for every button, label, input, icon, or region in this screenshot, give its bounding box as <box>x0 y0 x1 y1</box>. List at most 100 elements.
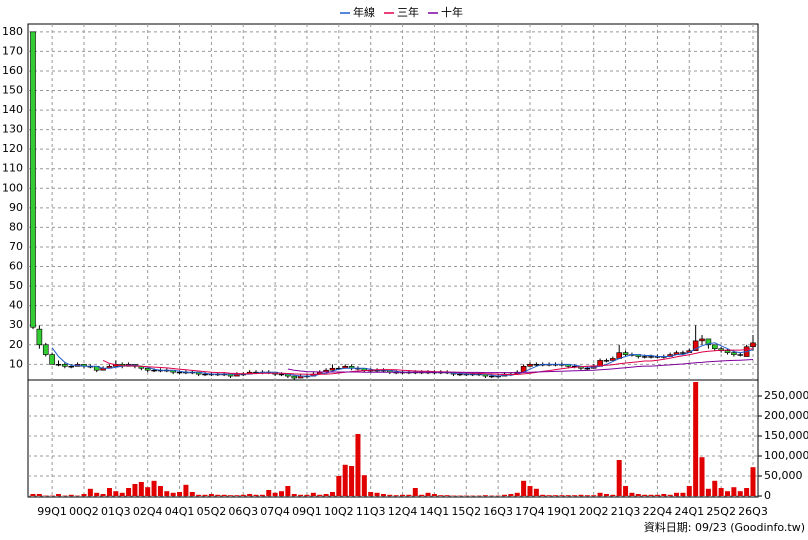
candle-body <box>750 342 756 348</box>
x-tick-label: 22Q4 <box>643 505 673 518</box>
candle-body <box>699 338 705 342</box>
volume-bar <box>228 495 234 496</box>
volume-bar <box>355 434 361 496</box>
volume-bar <box>349 466 355 496</box>
candle-body <box>144 367 151 371</box>
volume-bar <box>527 486 533 496</box>
ma-line <box>287 359 754 374</box>
x-tick-label: 07Q4 <box>260 505 290 518</box>
volume-bar <box>686 486 692 496</box>
candle-body <box>737 354 744 356</box>
volume-bar <box>177 492 183 496</box>
candle-body <box>62 364 68 367</box>
volume-bar <box>215 494 221 496</box>
volume-bar <box>750 467 756 496</box>
volume-bar <box>126 488 132 496</box>
y-tick-label: 70 <box>9 240 23 253</box>
volume-bar <box>559 495 565 496</box>
volume-bar <box>623 486 629 496</box>
volume-bar <box>100 494 106 496</box>
candle-body <box>533 364 540 366</box>
x-tick-label: 05Q2 <box>197 505 227 518</box>
volume-bar <box>68 494 74 496</box>
volume-bar <box>654 494 660 496</box>
candle-body <box>705 338 712 346</box>
candle-body <box>202 373 208 376</box>
volume-bar <box>731 487 737 496</box>
y2-tick-label: 0 <box>764 489 771 502</box>
candle-body <box>711 344 718 350</box>
volume-bar <box>145 487 151 496</box>
y-tick-label: 150 <box>2 84 23 97</box>
y-tick-label: 20 <box>9 338 23 351</box>
volume-bar <box>361 475 367 496</box>
y-tick-label: 50 <box>9 279 23 292</box>
volume-bar <box>310 492 316 496</box>
x-tick-label: 25Q2 <box>706 505 736 518</box>
volume-bar <box>629 492 635 496</box>
volume-bar <box>266 490 272 496</box>
y2-tick-label: 250,000 <box>764 389 808 402</box>
x-tick-label: 14Q1 <box>420 505 450 518</box>
volume-bar <box>393 495 399 496</box>
y-tick-label: 80 <box>9 220 23 233</box>
volume-bar <box>196 494 202 496</box>
volume-bar <box>680 492 686 496</box>
volume-bar <box>36 494 42 496</box>
legend-label: 十年 <box>441 5 463 19</box>
x-tick-label: 26Q3 <box>738 505 768 518</box>
x-tick-label: 06Q3 <box>228 505 258 518</box>
volume-bar <box>699 457 705 496</box>
candle-body <box>610 358 616 361</box>
x-tick-label: 12Q4 <box>388 505 418 518</box>
volume-bar <box>189 492 195 496</box>
volume-bar <box>725 491 731 496</box>
volume-bar <box>240 494 246 496</box>
plot-frame <box>27 23 759 498</box>
volume-bar <box>572 495 578 496</box>
x-tick-label: 15Q2 <box>451 505 481 518</box>
candle-body <box>692 340 699 351</box>
y-tick-label: 60 <box>9 260 23 273</box>
volume-bar <box>744 488 750 496</box>
volume-bar <box>368 492 374 496</box>
volume-bar <box>221 494 227 496</box>
volume-bar <box>374 492 380 496</box>
x-tick-label: 24Q1 <box>674 505 704 518</box>
volume-bar <box>419 494 425 496</box>
candle-body <box>603 360 610 362</box>
volume-bar <box>584 495 590 496</box>
candle-body <box>584 367 591 370</box>
candle-body <box>457 373 463 376</box>
x-tick-label: 01Q3 <box>101 505 131 518</box>
volume-bar <box>546 495 552 496</box>
candle-body <box>55 364 62 366</box>
y-tick-label: 170 <box>2 44 23 57</box>
volume-bar <box>667 494 673 496</box>
y-tick-label: 180 <box>2 25 23 38</box>
x-tick-label: 02Q4 <box>133 505 163 518</box>
volume-bar <box>234 495 240 496</box>
volume-bar <box>635 494 641 496</box>
volume-bar <box>387 494 393 496</box>
volume-bar <box>119 492 125 496</box>
y2-tick-label: 150,000 <box>764 429 808 442</box>
volume-bar <box>30 494 36 496</box>
volume-bar <box>502 494 508 496</box>
volume-bar <box>642 494 648 496</box>
volume-bar <box>55 494 61 496</box>
volume-bar <box>157 486 163 496</box>
volume-bar <box>317 494 323 496</box>
volume-bar <box>272 492 278 496</box>
volume-bar <box>597 492 603 496</box>
candle-body <box>724 350 731 353</box>
candle-body <box>731 352 737 355</box>
y-tick-label: 160 <box>2 64 23 77</box>
footnote: 資料日期: 09/23 (Goodinfo.tw) <box>644 520 805 534</box>
volume-bar <box>278 491 284 496</box>
volume-bar <box>444 495 450 496</box>
candle-body <box>622 352 629 355</box>
x-tick-label: 09Q1 <box>292 505 322 518</box>
volume-bar <box>425 492 431 496</box>
volume-bar <box>540 494 546 496</box>
